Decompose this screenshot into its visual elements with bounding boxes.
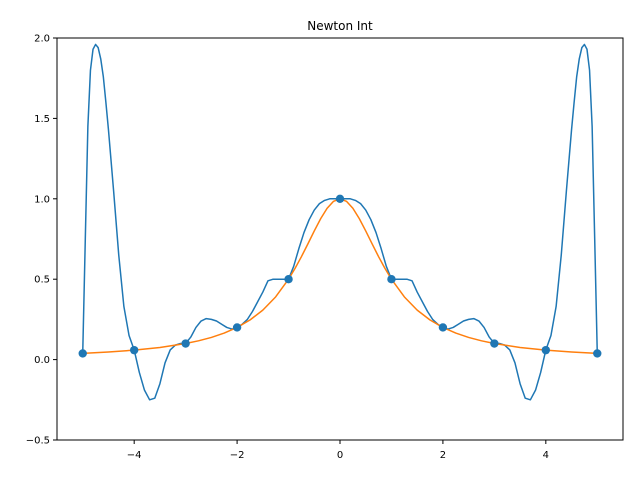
x-tick-label: 0 [337, 450, 343, 461]
data-point [284, 275, 293, 284]
data-point [387, 275, 396, 284]
chart-title: Newton Int [307, 19, 373, 33]
data-point [232, 323, 242, 332]
data-point [541, 345, 551, 355]
x-axis: −4 −2 0 2 4 [127, 440, 549, 461]
y-tick-label: 1.5 [34, 114, 50, 125]
y-axis: −0.5 0.0 0.5 1.0 1.5 2.0 [26, 34, 57, 447]
data-point [78, 349, 87, 358]
y-tick-label: 1.0 [34, 194, 50, 205]
data-point [335, 194, 345, 203]
x-tick-label: 4 [543, 450, 549, 461]
y-tick-label: 0.5 [34, 275, 50, 286]
y-tick-label: 0.0 [34, 355, 50, 366]
y-tick-label: 2.0 [34, 34, 50, 45]
data-point [129, 345, 139, 355]
x-tick-label: 2 [440, 450, 446, 461]
data-point [593, 349, 602, 358]
y-tick-label: −0.5 [26, 436, 50, 447]
data-point [181, 339, 190, 348]
points-layer [78, 194, 602, 358]
x-tick-label: −4 [127, 450, 142, 461]
data-point [438, 323, 448, 332]
data-point [490, 339, 499, 348]
x-tick-label: −2 [230, 450, 245, 461]
